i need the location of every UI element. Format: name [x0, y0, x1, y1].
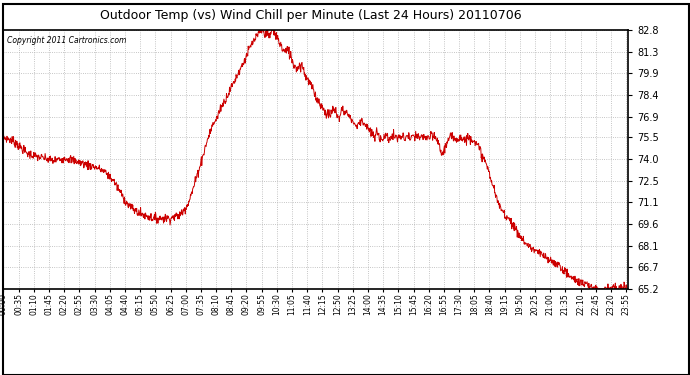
Text: Outdoor Temp (vs) Wind Chill per Minute (Last 24 Hours) 20110706: Outdoor Temp (vs) Wind Chill per Minute …: [99, 9, 522, 22]
Text: Copyright 2011 Cartronics.com: Copyright 2011 Cartronics.com: [7, 36, 126, 45]
